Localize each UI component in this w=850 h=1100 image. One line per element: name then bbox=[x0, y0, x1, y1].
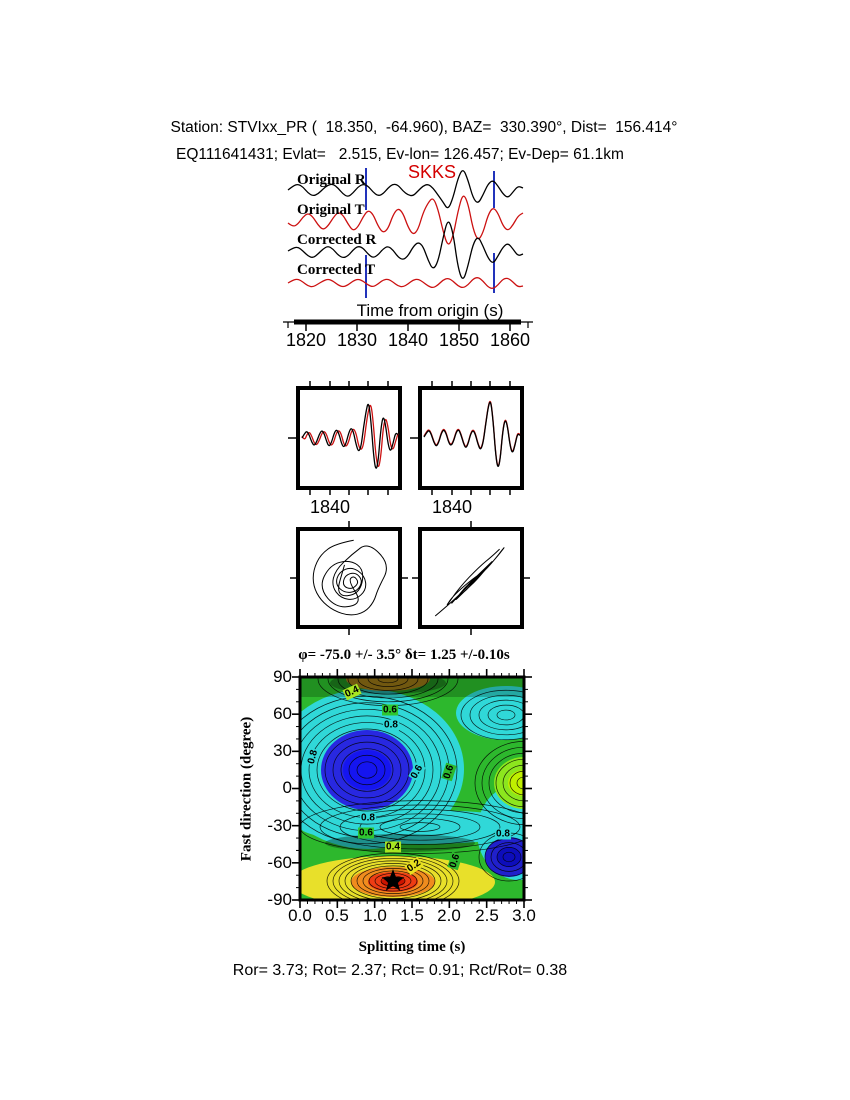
trace-label-corrected-t: Corrected T bbox=[297, 262, 376, 278]
time-tick-label: 1830 bbox=[336, 330, 378, 350]
error-surface-title: φ= -75.0 +/- 3.5° δt= 1.25 +/-0.10s bbox=[298, 647, 510, 663]
splitting-time-tick-label: 3.0 bbox=[512, 906, 536, 925]
fast-component-trace bbox=[301, 403, 399, 469]
seismogram-plot bbox=[283, 168, 533, 331]
fast-direction-tick-label: 90 bbox=[273, 667, 292, 686]
quality-stats-line: Ror= 3.73; Rot= 2.37; Rct= 0.91; Rct/Rot… bbox=[232, 962, 568, 979]
particle-motion-path bbox=[434, 547, 505, 617]
trace-label-original-t: Original T bbox=[297, 202, 365, 218]
contour-level-label: 0.8 bbox=[360, 812, 376, 824]
splitting-time-tick-label: 1.5 bbox=[400, 906, 424, 925]
best-fit-star-marker bbox=[381, 869, 405, 891]
splitting-time-tick-label: 0.5 bbox=[325, 906, 349, 925]
time-tick-label: 1860 bbox=[489, 330, 531, 350]
trace-label-original-r: Original R bbox=[297, 172, 366, 188]
fast-direction-tick-label: 0 bbox=[282, 778, 292, 797]
particle-motion-panels bbox=[290, 521, 530, 635]
station-header-line: Station: STVIxx_PR ( 18.350, -64.960), B… bbox=[170, 119, 678, 136]
contour-level-label: 0.6 bbox=[358, 827, 374, 839]
splitting-time-tick-label: 2.5 bbox=[475, 906, 499, 925]
seismogram-trace bbox=[287, 170, 524, 209]
fs-panel1-tick-label: 1840 bbox=[309, 497, 351, 517]
splitting-time-tick-label: 2.0 bbox=[437, 906, 461, 925]
fast-slow-panel-frame bbox=[418, 386, 524, 490]
contour-level-label: 0.8 bbox=[495, 828, 511, 840]
seismogram-trace bbox=[287, 277, 524, 289]
fs-panel2-tick-label: 1840 bbox=[431, 497, 473, 517]
fast-direction-tick-label: 60 bbox=[273, 704, 292, 723]
splitting-time-tick-label: 1.0 bbox=[363, 906, 387, 925]
trace-label-corrected-r: Corrected R bbox=[297, 232, 377, 248]
error-surface-plot bbox=[292, 669, 532, 908]
phase-label-skks: SKKS bbox=[407, 162, 457, 182]
slow-component-trace bbox=[423, 400, 521, 467]
splitting-time-tick-label: 0.0 bbox=[288, 906, 312, 925]
time-tick-label: 1840 bbox=[387, 330, 429, 350]
particle-motion-frame bbox=[418, 527, 524, 629]
fast-direction-tick-label: -60 bbox=[267, 853, 292, 872]
event-header-line: EQ111641431; Evlat= 2.515, Ev-lon= 126.4… bbox=[176, 146, 624, 163]
fast-direction-tick-label: -90 bbox=[267, 890, 292, 909]
time-tick-label: 1820 bbox=[285, 330, 327, 350]
time-axis-label: Time from origin (s) bbox=[356, 301, 504, 320]
fast-slow-panels bbox=[288, 381, 524, 495]
contour-level-label: 0.6 bbox=[382, 704, 398, 716]
seismogram-trace bbox=[287, 195, 524, 245]
fast-component-trace bbox=[423, 401, 521, 468]
time-tick-label: 1850 bbox=[438, 330, 480, 350]
contour-level-label: 0.8 bbox=[383, 719, 399, 731]
error-surface-xlabel: Splitting time (s) bbox=[358, 939, 466, 955]
particle-motion-path bbox=[312, 539, 387, 616]
fast-direction-tick-label: -30 bbox=[267, 816, 292, 835]
slow-component-trace bbox=[301, 404, 399, 468]
fast-direction-tick-label: 30 bbox=[273, 741, 292, 760]
seismogram-trace bbox=[287, 221, 524, 279]
contour-level-label: 0.4 bbox=[385, 841, 401, 853]
